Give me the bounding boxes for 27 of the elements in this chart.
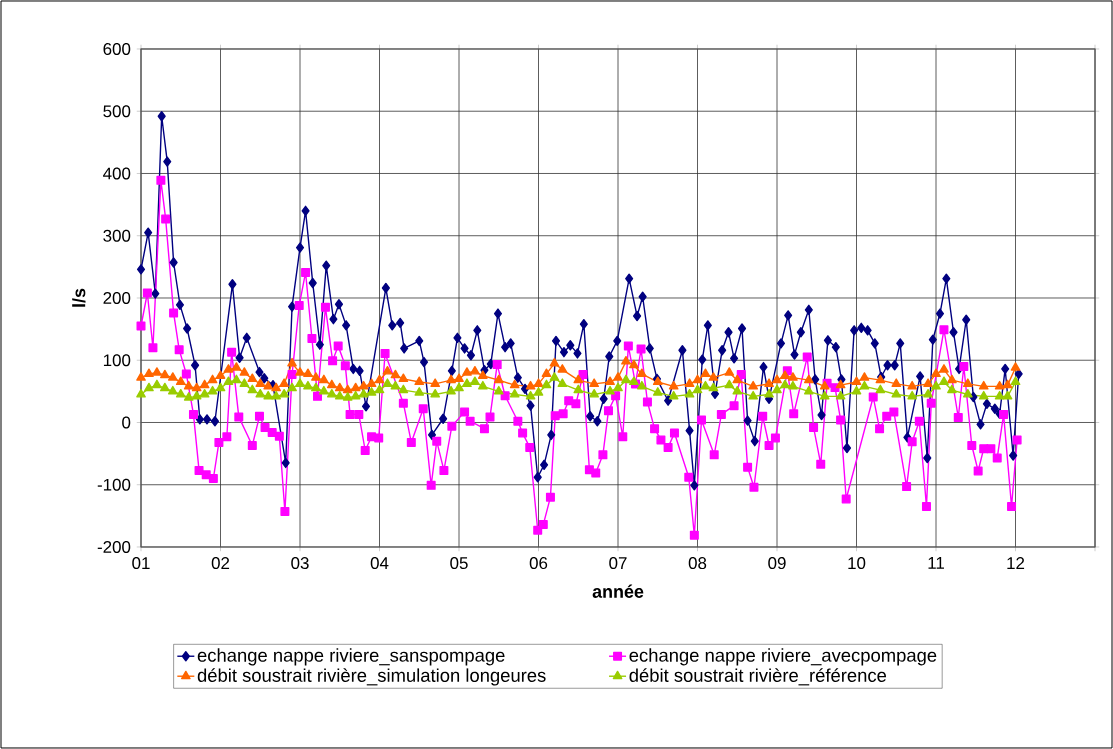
x-axis-title: année: [592, 584, 644, 598]
x-tick-label: 10: [848, 557, 866, 570]
x-tick-label: 07: [609, 557, 627, 570]
x-tick-label: 02: [211, 557, 230, 570]
y-tick-label: 400: [103, 167, 131, 180]
y-tick-label: 500: [103, 105, 131, 118]
x-tick-label: 06: [529, 557, 548, 570]
legend-label: echange nappe riviere_sanspompage: [197, 648, 505, 666]
legend-label: echange nappe riviere_avecpompage: [629, 648, 937, 666]
y-tick-label: -100: [97, 478, 131, 491]
x-tick-label: 11: [928, 557, 944, 569]
x-tick-label: 03: [291, 557, 309, 570]
x-tick-label: 01: [132, 557, 150, 570]
y-tick-label: 600: [103, 42, 131, 55]
y-tick-label: 100: [103, 354, 131, 367]
x-tick-label: 09: [768, 557, 786, 570]
y-tick-label: 200: [103, 291, 131, 304]
legend-label: débit soustrait rivière_référence: [629, 668, 887, 686]
y-tick-label: 300: [103, 229, 131, 242]
x-tick-label: 12: [1007, 557, 1025, 569]
y-tick-label: -200: [97, 540, 131, 553]
x-tick-label: 04: [370, 557, 389, 570]
x-tick-label: 08: [688, 557, 707, 570]
x-tick-label: 05: [450, 557, 468, 570]
y-axis-title: l/s: [72, 288, 86, 307]
legend-label: débit soustrait rivière_simulation longeures: [197, 668, 546, 686]
y-tick-label: 0: [122, 416, 131, 429]
